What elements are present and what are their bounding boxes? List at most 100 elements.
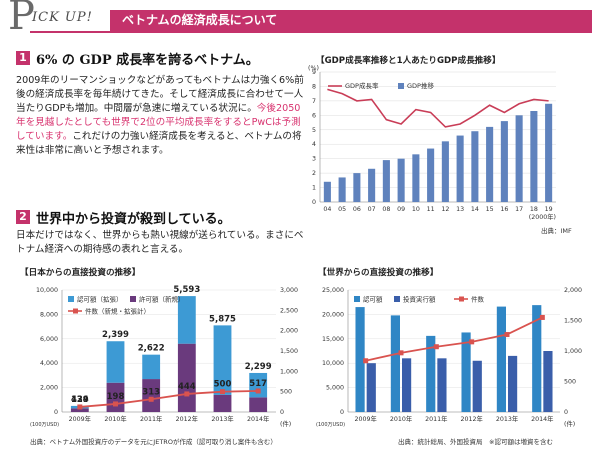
gdp-bar [368,168,376,202]
gdp-ytick-label: 7 [312,98,316,105]
gdp-bar [353,173,361,202]
gdp-bar [397,158,405,202]
japan-ytick-right: 1,000 [280,368,298,375]
gdp-xtick-label: 12 [441,206,449,213]
japan-ytick-left: 10,000 [36,287,58,294]
gdp-xtick-label: 18 [530,206,538,213]
world-ytick-left: 15,000 [322,336,344,343]
gdp-unit-label: (%) [308,65,319,72]
gdp-xtick-label: 13 [456,206,464,213]
japan-ytick-left: 8,000 [40,311,58,318]
japan-count-value-label: 444 [178,382,196,392]
world-bar-approved [461,332,471,412]
gdp-ytick-label: 1 [312,185,316,192]
gdp-xtick-label: 08 [382,206,390,213]
gdp-bar [515,115,523,202]
world-chart-source: 出典：統計総局、外国投資局 ※認可額は増資を含む [398,438,553,446]
japan-bar-expansion [142,354,161,380]
gdp-ytick-label: 8 [312,83,316,90]
gdp-bar [486,126,494,202]
world-ytick-left: 0 [340,409,344,416]
world-count-line [365,316,543,362]
japan-legend-line-marker [73,308,78,314]
japan-ytick-right: 0 [280,409,284,416]
japan-bar-value-label: 2,622 [138,344,165,354]
japan-legend-a-swatch [68,296,74,302]
gdp-bar [456,135,464,202]
japan-ytick-right: 1,500 [280,348,298,355]
gdp-bar [471,131,479,202]
gdp-xtick-label: 05 [338,206,346,213]
world-legend-line-marker [459,296,464,302]
japan-bar-new [142,379,161,412]
world-xtick-label: 2014年 [531,414,553,423]
japan-ytick-right: 2,000 [280,328,298,335]
japan-bar-expansion [177,296,196,344]
gdp-ytick-label: 0 [312,199,316,206]
japan-ytick-left: 0 [54,409,58,416]
gdp-ytick-label: 4 [312,141,316,148]
gdp-xtick-label: 14 [471,206,479,213]
world-bar-disbursed [508,355,518,412]
section1-para-highlight: 今後2050年を見越したとしても世界で2位の平均成長率をするとPwCは予測してい… [16,103,301,142]
japan-chart-source: 出典：ベトナム外国投資庁のデータを元にJETROが作成（認可取り消し案件も含む） [30,438,277,446]
world-bar-disbursed [543,351,553,412]
japan-ytick-right: 3,000 [280,287,298,294]
gdp-x-suffix: (2000年) [529,212,556,221]
japan-count-value-label: 198 [107,392,125,402]
header-underline [30,31,592,33]
gdp-xtick-label: 11 [427,206,435,213]
world-ytick-right: 500 [564,379,576,386]
header-bar [110,10,592,31]
world-bar-approved [355,307,365,412]
gdp-ytick-label: 5 [312,127,316,134]
gdp-bar [530,111,538,202]
japan-ytick-left: 4,000 [40,360,58,367]
section1-text: 2009年のリーマンショックなどがあってもベトナムは力強く6%前後の経済成長率を… [16,74,308,158]
section1-para-1: 2009年のリーマンショックなどがあってもベトナムは力強く6%前後の経済成長率を… [16,75,304,114]
section2-number: 2 [16,210,30,224]
section1-title: 6% の GDP 成長率を誇るベトナム。 [36,53,259,68]
world-count-marker [433,344,439,350]
gdp-bar [412,154,420,202]
world-ytick-right: 1,500 [564,318,582,325]
japan-count-marker [220,389,225,395]
gdp-legend-bar-swatch [398,83,404,89]
japan-xtick-label: 2011年 [140,414,162,423]
gdp-ytick-label: 9 [312,69,316,76]
world-bar-disbursed [402,358,412,412]
world-bar-approved [390,315,400,412]
world-ytick-left: 20,000 [322,311,344,318]
world-ytick-left: 25,000 [322,287,344,294]
world-count-marker [469,339,475,345]
gdp-xtick-label: 17 [515,206,523,213]
japan-bar-value-label: 2,399 [102,330,129,340]
japan-count-value-label: 124 [71,395,89,405]
japan-x-unit: (件) [280,419,291,428]
gdp-bar [545,103,553,202]
japan-bar-value-label: 2,299 [245,362,272,372]
world-legend-a-label: 認可額 [363,295,383,304]
gdp-bar [382,160,390,202]
japan-chart-title: 【日本からの直接投資の推移】 [20,268,141,278]
world-ytick-left: 10,000 [322,360,344,367]
gdp-ytick-label: 3 [312,156,316,163]
world-count-marker [398,350,404,356]
gdp-bar [338,177,346,202]
world-xtick-label: 2013年 [496,414,518,423]
japan-xtick-label: 2009年 [69,414,91,423]
world-bar-disbursed [472,360,482,412]
japan-legend-b-label: 許可額（新規） [139,295,185,304]
gdp-xtick-label: 10 [412,206,420,213]
japan-bar-value-label: 439 [71,395,89,405]
world-bar-approved [532,305,542,412]
section1-para-2: これだけの力強い経済成長を考えると、ベトナムの将来性は非常に高いと予想されます。 [16,131,302,156]
japan-left-unit: (100万USD) [30,422,59,428]
japan-count-marker [113,401,118,407]
japan-count-line [79,390,259,408]
gdp-bar [500,121,508,202]
gdp-ytick-label: 6 [312,112,316,119]
japan-xtick-label: 2014年 [247,414,269,423]
